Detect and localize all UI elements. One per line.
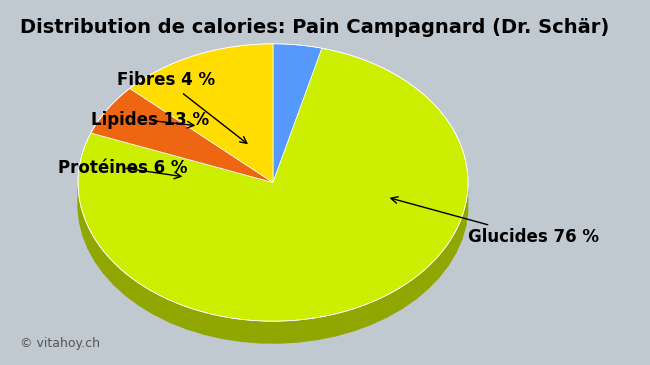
Polygon shape [78,187,79,222]
Polygon shape [241,319,260,343]
Polygon shape [448,231,456,265]
Text: © vitahoy.ch: © vitahoy.ch [20,337,99,350]
Polygon shape [88,227,95,261]
Polygon shape [456,218,462,253]
Polygon shape [83,214,88,249]
Polygon shape [273,44,322,182]
Text: Protéines 6 %: Protéines 6 % [58,159,188,179]
Text: Lipides 13 %: Lipides 13 % [91,111,209,130]
Polygon shape [428,255,439,289]
Polygon shape [222,316,241,341]
Polygon shape [298,318,317,342]
Polygon shape [114,263,126,296]
Polygon shape [126,274,140,306]
Polygon shape [439,243,448,277]
Polygon shape [317,314,336,339]
Polygon shape [79,200,83,235]
Text: Fibres 4 %: Fibres 4 % [117,71,247,143]
Text: Distribution de calories: Pain Campagnard (Dr. Schär): Distribution de calories: Pain Campagnar… [20,18,609,37]
Polygon shape [95,239,104,273]
Polygon shape [130,44,273,182]
Polygon shape [370,295,387,324]
Polygon shape [104,251,114,285]
Text: Glucides 76 %: Glucides 76 % [391,197,599,246]
Polygon shape [280,320,298,343]
Polygon shape [465,191,467,226]
Polygon shape [91,88,273,182]
Polygon shape [140,284,154,314]
Polygon shape [402,277,415,308]
Polygon shape [78,48,468,321]
Polygon shape [204,312,222,338]
Polygon shape [336,309,354,336]
Polygon shape [170,300,187,329]
Polygon shape [187,307,204,334]
Polygon shape [154,292,170,322]
Polygon shape [260,321,280,343]
Polygon shape [415,267,428,299]
Polygon shape [354,303,370,331]
Polygon shape [387,287,402,317]
Polygon shape [462,204,465,240]
